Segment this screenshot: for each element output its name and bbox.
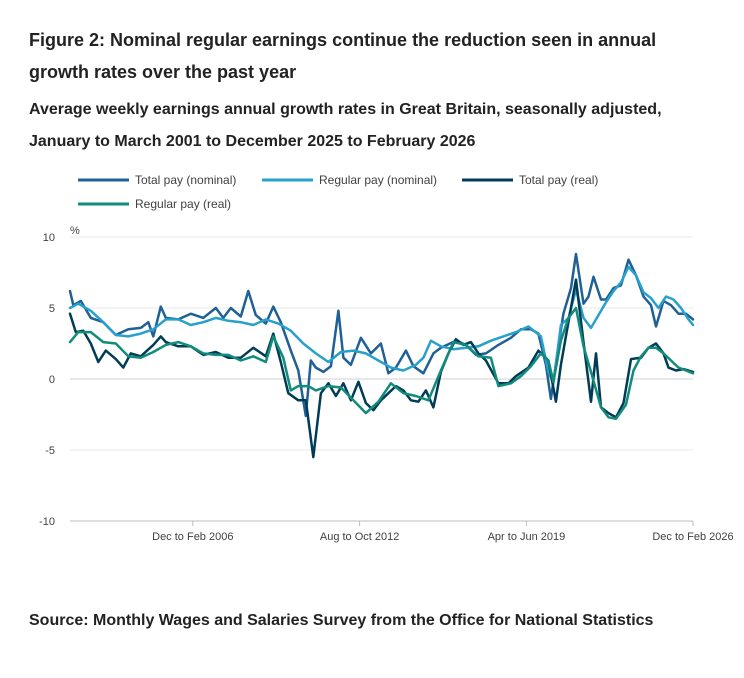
- line-chart: Total pay (nominal) Regular pay (nominal)…: [39, 173, 734, 543]
- legend-label: Regular pay (real): [135, 197, 231, 211]
- y-tick-label: 10: [43, 232, 55, 244]
- source-note: Source: Monthly Wages and Salaries Surve…: [29, 612, 654, 629]
- x-tick-label: Apr to Jun 2019: [488, 531, 566, 543]
- y-tick-label: 0: [49, 374, 55, 386]
- x-tick-label: Dec to Feb 2006: [152, 531, 233, 543]
- y-tick-label: -5: [45, 445, 55, 457]
- legend-label: Total pay (real): [519, 173, 598, 187]
- y-axis-label: %: [70, 225, 80, 237]
- x-tick-label: Dec to Feb 2026: [652, 531, 733, 543]
- series-line: [68, 278, 695, 459]
- series-line: [68, 265, 695, 385]
- series-line: [68, 306, 695, 421]
- series-line: [68, 252, 695, 418]
- y-tick-label: 5: [49, 303, 55, 315]
- legend-label: Total pay (nominal): [135, 173, 236, 187]
- chart-subtitle: Average weekly earnings annual growth ra…: [29, 101, 662, 150]
- y-tick-label: -10: [39, 516, 55, 528]
- x-tick-label: Aug to Oct 2012: [320, 531, 400, 543]
- chart-title: Figure 2: Nominal regular earnings conti…: [29, 30, 657, 82]
- legend-label: Regular pay (nominal): [319, 173, 437, 187]
